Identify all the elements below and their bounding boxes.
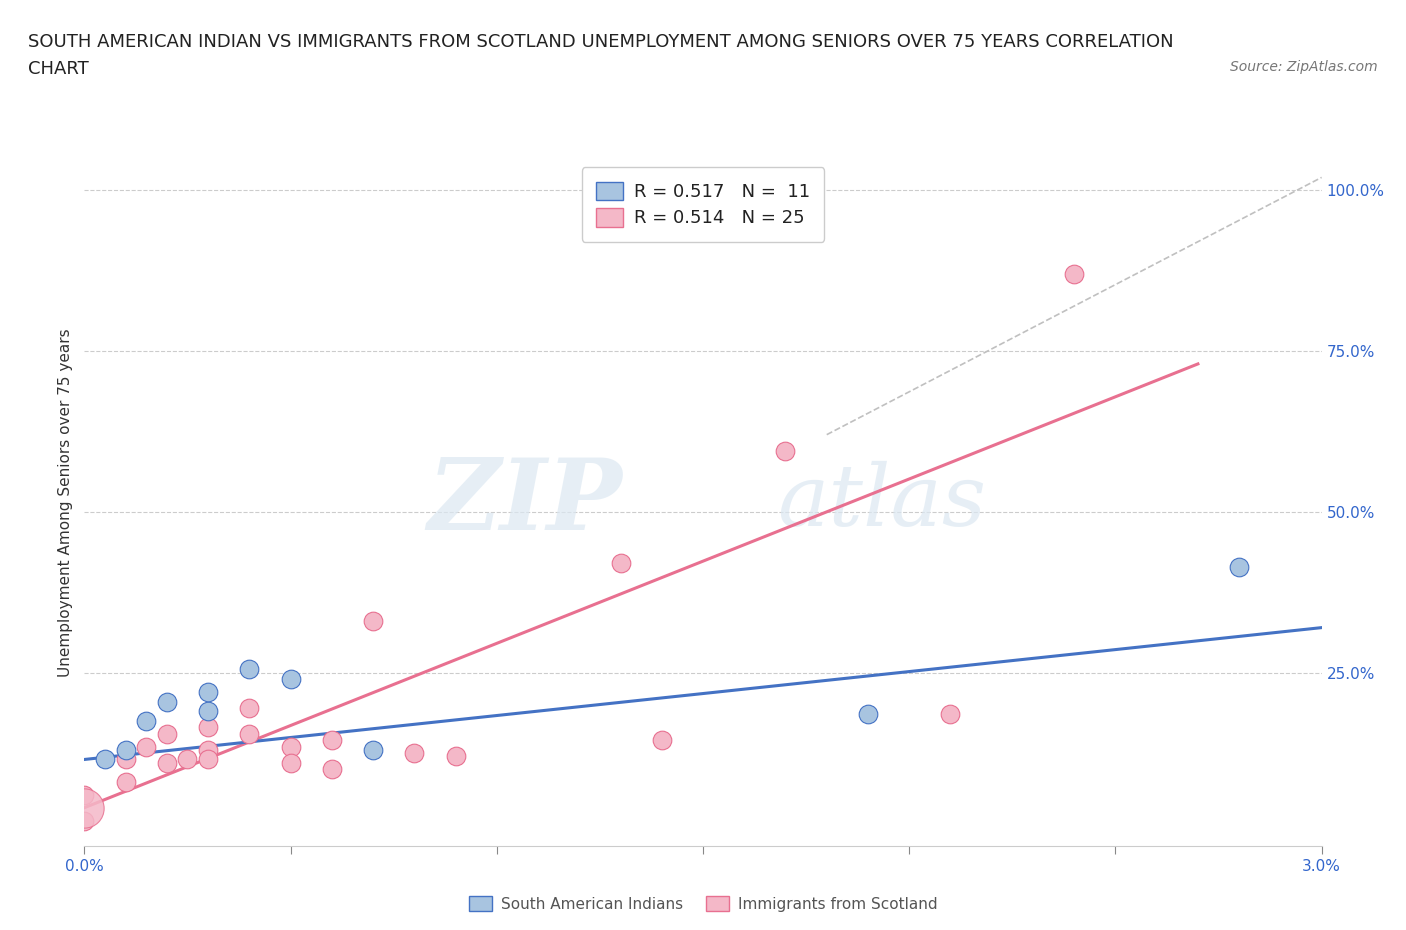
Text: CHART: CHART bbox=[28, 60, 89, 78]
Point bbox=[238, 662, 260, 677]
Point bbox=[197, 684, 219, 699]
Point bbox=[775, 444, 797, 458]
Point bbox=[404, 746, 426, 761]
Point bbox=[856, 707, 879, 722]
Point bbox=[280, 739, 302, 754]
Point bbox=[156, 755, 179, 770]
Point bbox=[94, 752, 117, 767]
Point bbox=[197, 720, 219, 735]
Point bbox=[321, 762, 343, 777]
Point bbox=[176, 752, 198, 767]
Legend: South American Indians, Immigrants from Scotland: South American Indians, Immigrants from … bbox=[463, 890, 943, 918]
Text: atlas: atlas bbox=[778, 461, 987, 543]
Text: ZIP: ZIP bbox=[427, 454, 623, 551]
Point bbox=[197, 752, 219, 767]
Point bbox=[114, 752, 136, 767]
Point bbox=[114, 742, 136, 757]
Point bbox=[939, 707, 962, 722]
Point bbox=[609, 556, 631, 571]
Point bbox=[444, 749, 467, 764]
Point bbox=[238, 726, 260, 741]
Point bbox=[156, 726, 179, 741]
Point bbox=[73, 813, 96, 828]
Point bbox=[280, 671, 302, 686]
Point bbox=[1063, 266, 1085, 281]
Point bbox=[1227, 559, 1250, 574]
Point bbox=[651, 733, 673, 748]
Text: Source: ZipAtlas.com: Source: ZipAtlas.com bbox=[1230, 60, 1378, 74]
Y-axis label: Unemployment Among Seniors over 75 years: Unemployment Among Seniors over 75 years bbox=[58, 328, 73, 676]
Point bbox=[73, 788, 96, 803]
Point bbox=[361, 742, 384, 757]
Point bbox=[197, 742, 219, 757]
Point bbox=[73, 801, 96, 816]
Point bbox=[238, 700, 260, 715]
Point bbox=[156, 694, 179, 709]
Point bbox=[114, 775, 136, 790]
Point bbox=[361, 614, 384, 629]
Point bbox=[280, 755, 302, 770]
Point bbox=[135, 739, 157, 754]
Point bbox=[135, 713, 157, 728]
Point bbox=[321, 733, 343, 748]
Point bbox=[197, 704, 219, 719]
Text: SOUTH AMERICAN INDIAN VS IMMIGRANTS FROM SCOTLAND UNEMPLOYMENT AMONG SENIORS OVE: SOUTH AMERICAN INDIAN VS IMMIGRANTS FROM… bbox=[28, 33, 1174, 50]
